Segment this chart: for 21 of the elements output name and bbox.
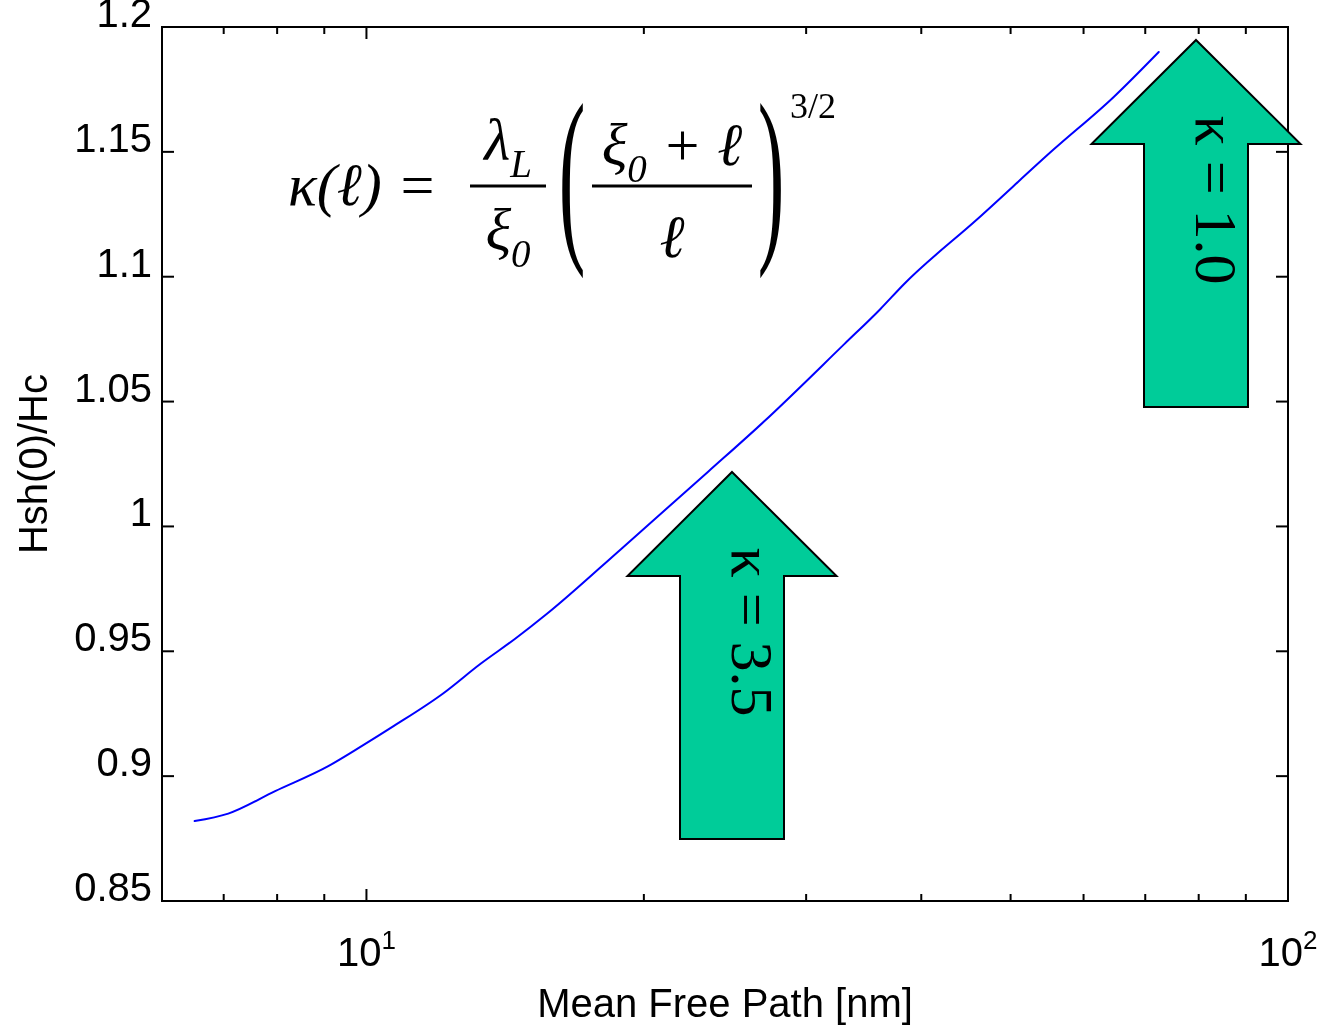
- annotation: ): [757, 65, 785, 279]
- annotation: κ = 1.0: [1183, 115, 1249, 285]
- x-axis-title: Mean Free Path [nm]: [537, 981, 913, 1025]
- y-tick-label: 1.1: [96, 240, 152, 285]
- annotation: κ(ℓ) =: [288, 152, 438, 218]
- y-tick-label: 0.9: [96, 740, 152, 785]
- y-tick-label: 1.05: [74, 365, 152, 410]
- y-tick-label: 1.15: [74, 115, 152, 160]
- annotation: κ = 3.5: [719, 547, 785, 717]
- y-tick-label: 1: [129, 490, 152, 535]
- x-tick-label: 10$^{2}$: [1258, 925, 1318, 974]
- x-tick-label: 10$^{1}$: [336, 925, 396, 974]
- y-tick-label: 0.95: [74, 615, 152, 660]
- annotation: ℓ: [659, 204, 685, 270]
- annotation: 3/2: [790, 86, 837, 126]
- annotation: ξ$_{0}$: [485, 197, 531, 275]
- annotation: (: [558, 65, 586, 279]
- annotation: ξ$_{0}$ + ℓ: [601, 112, 743, 190]
- annotation: λ$_{L}$: [482, 107, 532, 185]
- y-axis-title: Hsh(0)/Hc: [11, 373, 55, 555]
- y-tick-label: 0.85: [74, 865, 152, 909]
